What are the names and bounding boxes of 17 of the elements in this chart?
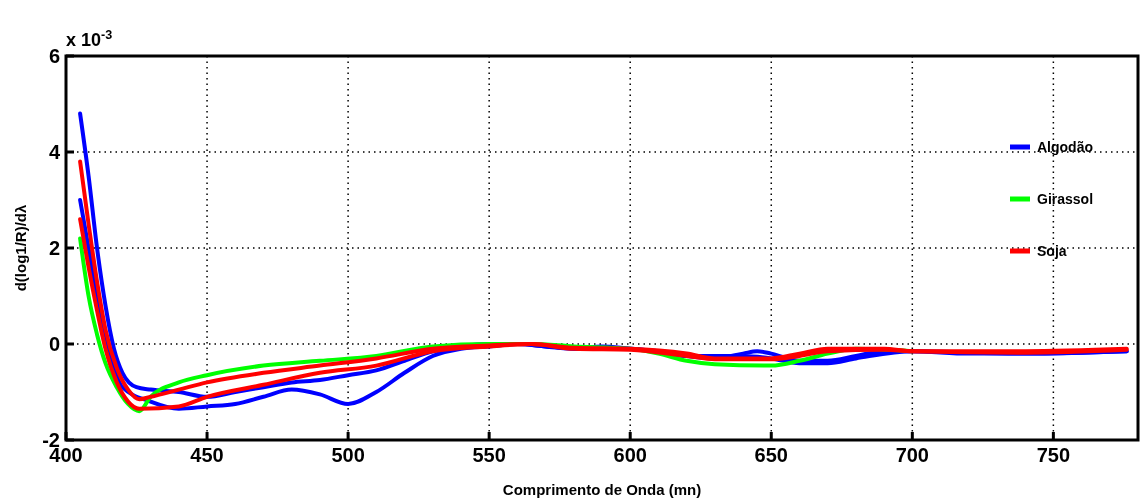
- x-tick-label: 600: [613, 444, 647, 466]
- y-tick-label: 6: [48, 45, 60, 67]
- x-tick-label: 500: [331, 444, 365, 466]
- legend-label: Soja: [1037, 243, 1067, 259]
- x-tick-label: 700: [895, 444, 929, 466]
- x-tick-label: 550: [472, 444, 506, 466]
- y-tick-label: 0: [48, 333, 60, 355]
- x-tick-label: 750: [1036, 444, 1071, 466]
- x-axis-title: Comprimento de Onda (mn): [502, 481, 702, 498]
- legend-label: Girassol: [1037, 191, 1094, 207]
- y-tick-label: 4: [48, 141, 61, 163]
- y-axis-title: d(log1/R)/dλ: [12, 204, 29, 292]
- x-tick-label: 650: [754, 444, 788, 466]
- text: x 10$^{-3}$: [66, 28, 113, 50]
- x-tick-label: 450: [190, 444, 224, 466]
- y-tick-label: 2: [48, 237, 60, 259]
- legend-label: Algodão: [1037, 139, 1093, 155]
